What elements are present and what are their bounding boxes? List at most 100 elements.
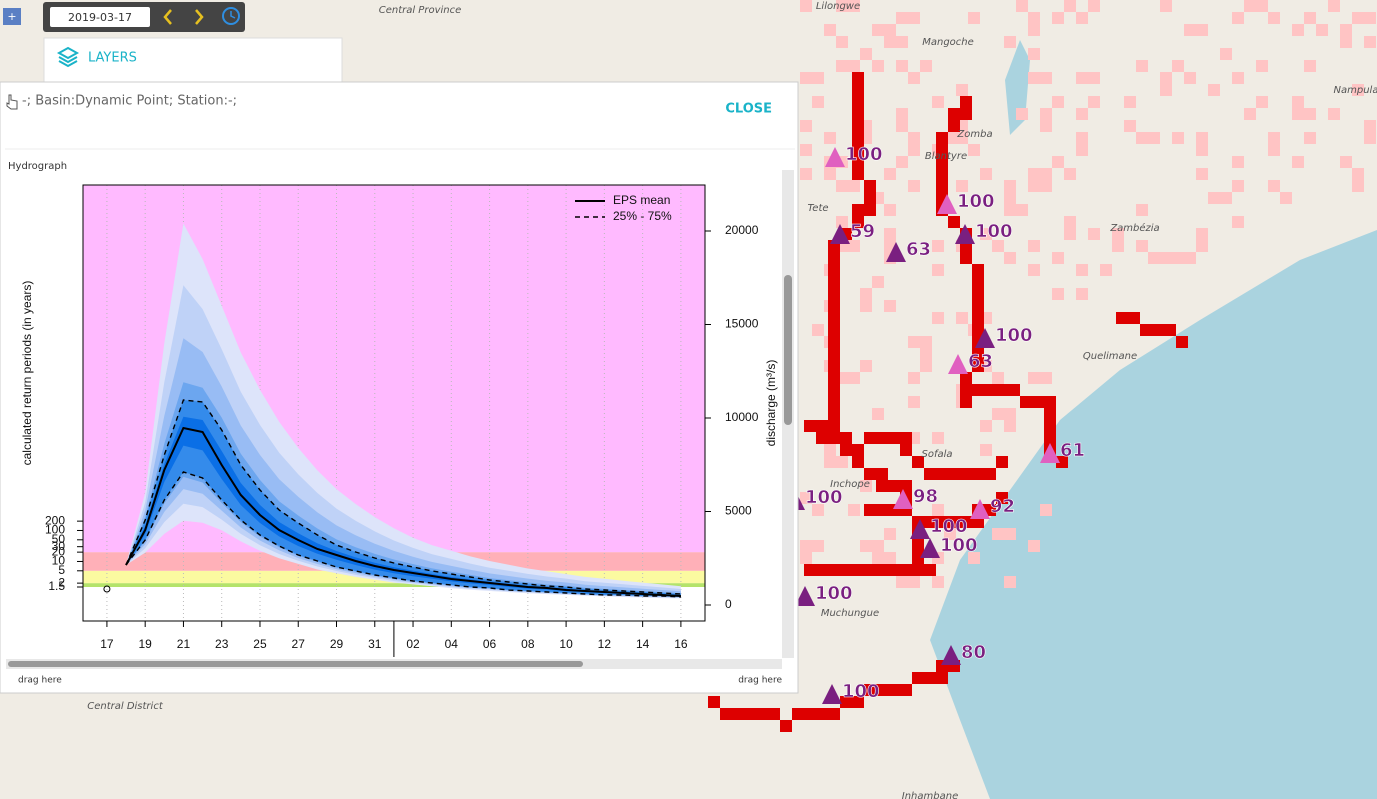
flood-cell-low [860, 48, 872, 60]
station-marker [893, 489, 913, 509]
flood-cell-low [1100, 264, 1112, 276]
station-label: 100 [805, 487, 843, 508]
flood-cell-low [1028, 180, 1040, 192]
station-marker [941, 645, 961, 665]
station-label: 63 [968, 351, 993, 372]
layers-panel[interactable] [43, 37, 343, 85]
flood-cell-low [1136, 204, 1148, 216]
flood-cell-low [1352, 168, 1364, 180]
flood-cell-low [1076, 288, 1088, 300]
x-tick-label: 27 [292, 637, 306, 651]
flood-cell-low [1304, 12, 1316, 24]
flood-cell-low [1316, 24, 1328, 36]
flood-cell-high [864, 192, 876, 204]
station-label: 100 [975, 221, 1013, 242]
flood-cell-low [1052, 252, 1064, 264]
flood-cell-low [908, 372, 920, 384]
flood-cell-low [860, 300, 872, 312]
flood-cell-low [1244, 0, 1256, 12]
flood-cell-low [1136, 132, 1148, 144]
flood-cell-high [912, 564, 924, 576]
flood-cell-low [800, 552, 812, 564]
flood-cell-low [1016, 0, 1028, 12]
flood-cell-high [960, 96, 972, 108]
flood-cell-high [780, 720, 792, 732]
flood-cell-low [1016, 108, 1028, 120]
flood-cell-low [908, 132, 920, 144]
clock-button[interactable] [222, 7, 240, 25]
v-scroll-thumb[interactable] [784, 275, 792, 425]
flood-cell-low [1052, 96, 1064, 108]
flood-cell-high [948, 216, 960, 228]
zoom-button[interactable] [3, 8, 21, 25]
flood-cell-low [932, 264, 944, 276]
flood-cell-high [876, 432, 888, 444]
station-label: 100 [842, 681, 880, 702]
prev-button[interactable] [163, 9, 172, 25]
flood-cell-high [900, 432, 912, 444]
flood-cell-low [1004, 576, 1016, 588]
flood-cell-low [1256, 96, 1268, 108]
date-text: 2019-03-17 [68, 11, 132, 24]
flood-cell-high [852, 84, 864, 96]
flood-cell-low [1256, 60, 1268, 72]
next-button[interactable] [195, 9, 204, 25]
flood-cell-low [1004, 252, 1016, 264]
flood-cell-low [932, 312, 944, 324]
flood-cell-low [1292, 24, 1304, 36]
flood-cell-high [972, 264, 984, 276]
flood-cell-low [884, 204, 896, 216]
flood-cell-low [1340, 24, 1352, 36]
flood-cell-low [848, 504, 860, 516]
close-button[interactable]: CLOSE [725, 102, 772, 117]
flood-cell-high [876, 504, 888, 516]
flood-cell-high [1176, 336, 1188, 348]
flood-cell-high [828, 432, 840, 444]
flood-cell-high [936, 132, 948, 144]
flood-cell-high [912, 672, 924, 684]
flood-cell-low [1196, 144, 1208, 156]
flood-cell-high [708, 696, 720, 708]
clock-hands [230, 11, 236, 19]
flood-cell-low [1064, 168, 1076, 180]
flood-cell-low [1076, 108, 1088, 120]
flood-cell-low [884, 168, 896, 180]
flood-cell-low [800, 540, 812, 552]
y2-tick-label: 1.5 [48, 579, 65, 593]
flood-cell-high [1140, 324, 1152, 336]
drag-handle-left[interactable]: drag here [18, 676, 62, 686]
flood-cell-low [812, 72, 824, 84]
drag-handle-right[interactable]: drag here [738, 676, 782, 686]
flood-cell-low [884, 552, 896, 564]
date-input[interactable] [50, 7, 150, 27]
flood-cell-low [1220, 192, 1232, 204]
flood-cell-low [1040, 120, 1052, 132]
flood-cell-low [812, 324, 824, 336]
hand-icon [6, 94, 18, 110]
flood-cell-low [1352, 180, 1364, 192]
flood-cell-high [984, 384, 996, 396]
flood-cell-high [1116, 312, 1128, 324]
flood-cell-high [864, 564, 876, 576]
flood-cell-low [896, 120, 908, 132]
flood-cell-high [768, 708, 780, 720]
series-line [125, 471, 681, 598]
station-marker [830, 224, 850, 244]
flood-cell-low [1148, 132, 1160, 144]
x-tick-label: 02 [406, 637, 420, 651]
place-label: Sofala [921, 449, 952, 460]
flood-cell-high [960, 468, 972, 480]
h-scroll-thumb[interactable] [8, 661, 583, 667]
flood-cell-low [908, 12, 920, 24]
flood-cell-high [864, 180, 876, 192]
flood-cell-low [884, 24, 896, 36]
station-label: 100 [940, 535, 978, 556]
flood-cell-low [824, 456, 836, 468]
place-label: Central District [87, 701, 164, 712]
flood-cell-low [1088, 96, 1100, 108]
y2-tick-label: 10 [52, 554, 66, 568]
flood-cell-high [996, 384, 1008, 396]
flood-cell-high [996, 456, 1008, 468]
flood-cell-high [852, 444, 864, 456]
flood-cell-high [828, 384, 840, 396]
